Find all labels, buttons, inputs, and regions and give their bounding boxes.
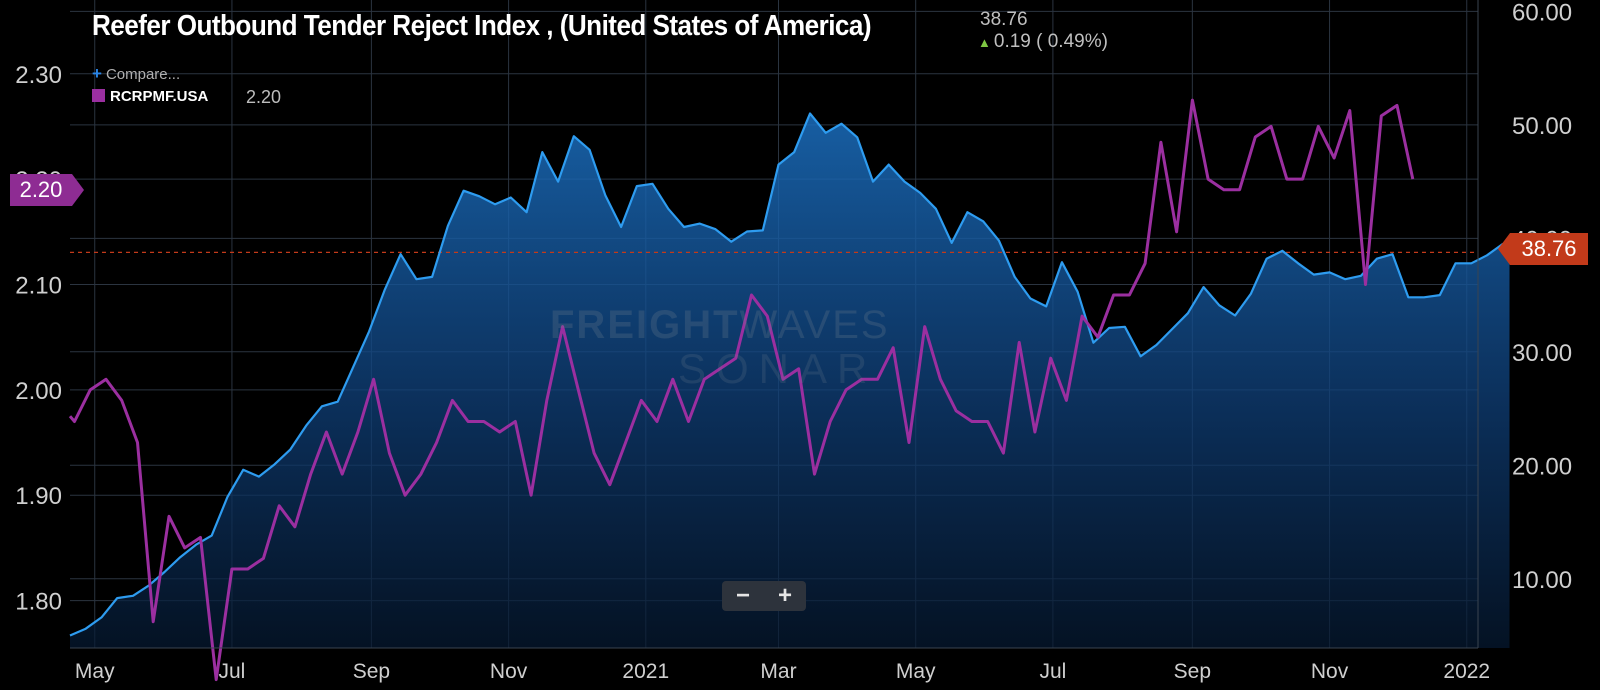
- legend-series-label: RCRPMF.USA: [110, 88, 209, 105]
- x-tick-label: Nov: [490, 660, 528, 683]
- x-tick-label: Mar: [760, 660, 796, 683]
- series-line-rcrpmf: [68, 98, 1415, 682]
- right-tick-label: 20.00: [1512, 453, 1572, 480]
- chart-title: Reefer Outbound Tender Reject Index , (U…: [92, 10, 872, 42]
- compare-button[interactable]: + Compare...: [92, 64, 180, 84]
- zoom-out-button[interactable]: −: [735, 582, 750, 609]
- change-readout: ▲ 0.19 ( 0.49%): [978, 31, 1108, 53]
- left-tick-label: 2.10: [15, 272, 62, 299]
- x-tick-label: Sep: [353, 660, 390, 683]
- right-tick-label: 30.00: [1512, 340, 1572, 367]
- right-tick-label: 50.00: [1512, 113, 1572, 140]
- change-text: 0.19 ( 0.49%): [993, 31, 1108, 52]
- series-line-reefer-otri: [69, 112, 1511, 637]
- last-value: 38.76: [980, 9, 1028, 30]
- up-arrow-icon: ▲: [978, 35, 991, 50]
- left-tick-label: 1.80: [15, 589, 62, 616]
- left-axis-value-tag: 2.20: [10, 174, 84, 206]
- x-tick-label: Jul: [1039, 660, 1066, 683]
- compare-label: Compare...: [105, 66, 181, 83]
- x-tick-label: 2021: [622, 660, 669, 683]
- plus-icon: +: [92, 64, 102, 83]
- left-tick-label: 2.30: [15, 62, 62, 89]
- right-tick-label: 60.00: [1512, 0, 1572, 26]
- freightwaves-watermark: FREIGHTWAVES: [550, 303, 890, 347]
- series-area-fill: [70, 113, 1510, 648]
- x-tick-label: May: [896, 660, 936, 683]
- legend-series-rcrpmf[interactable]: RCRPMF.USA: [92, 88, 208, 105]
- left-tick-label: 2.00: [15, 378, 62, 405]
- legend-series-value: 2.20: [246, 87, 282, 107]
- x-tick-label: 2022: [1443, 660, 1490, 683]
- x-tick-label: Nov: [1311, 660, 1349, 683]
- left-tick-label: 1.90: [15, 483, 62, 510]
- right-tick-label: 10.00: [1512, 567, 1572, 594]
- x-tick-label: Sep: [1174, 660, 1211, 683]
- legend-swatch: [92, 89, 105, 102]
- x-tick-label: May: [75, 660, 115, 683]
- zoom-control: − +: [722, 581, 806, 611]
- right-axis-value-tag: 38.76: [1498, 233, 1588, 265]
- x-tick-label: Jul: [219, 660, 246, 683]
- zoom-in-button[interactable]: +: [777, 582, 792, 609]
- sonar-watermark: SONAR: [678, 345, 878, 392]
